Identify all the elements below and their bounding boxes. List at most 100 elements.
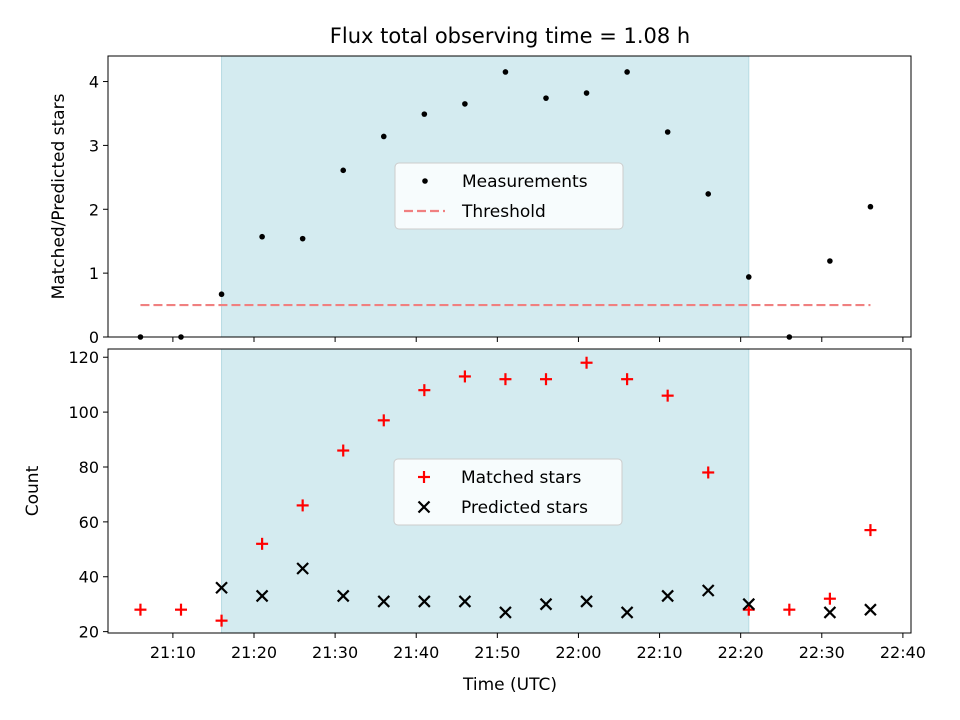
data-point [502, 69, 509, 75]
x-axis-label: Time (UTC) [462, 675, 557, 695]
axes-frame [107, 55, 912, 338]
data-point [134, 603, 147, 616]
data-point [421, 111, 428, 117]
data-point-b [418, 595, 431, 608]
legend-label: Measurements [462, 172, 588, 192]
data-point-shape [259, 233, 265, 240]
data-point [823, 606, 837, 619]
data-point [377, 414, 390, 427]
x-tick-label: 21:30 [312, 643, 358, 662]
legend-box [394, 162, 624, 230]
data-point [621, 373, 634, 386]
data-point [705, 191, 712, 197]
y-tick-label: 80 [79, 458, 99, 477]
data-point [337, 444, 350, 457]
data-point [175, 603, 187, 616]
legend-swatch-shape [422, 178, 428, 184]
data-point [867, 203, 874, 210]
data-point-shape [218, 291, 225, 298]
data-point-shape [462, 101, 468, 107]
data-point-b [296, 562, 309, 575]
y-tick-label: 0 [89, 328, 99, 347]
data-point [661, 589, 674, 603]
data-point [380, 133, 387, 140]
data-point [539, 597, 553, 611]
data-point-shape [705, 191, 712, 197]
data-point-b [620, 606, 634, 619]
data-point [580, 356, 593, 369]
y-axis-label: Matched/Predicted stars [49, 93, 69, 299]
legend: Measurements Threshold [394, 162, 624, 230]
data-point [580, 595, 593, 608]
data-point [418, 384, 431, 397]
series-matched-stars [134, 356, 877, 627]
x-tick-label: 22:10 [637, 643, 683, 662]
data-point-b [580, 595, 593, 608]
panel-1: 0 1 2 3 4 Matched/Predicted stars Measurements… [49, 55, 912, 347]
data-point-b [499, 606, 512, 619]
x-tick-label: 22:20 [718, 643, 764, 662]
data-point [336, 589, 350, 603]
y-tick-label: 2 [89, 200, 99, 219]
panel-2: 20 40 60 80 100 120 21:10 21:20 21:30 21:40 21:50 2… [23, 348, 926, 662]
data-point [299, 235, 306, 242]
legend-label: Threshold [461, 202, 546, 222]
data-point-shape [340, 167, 347, 174]
data-point [377, 595, 391, 608]
data-point [499, 373, 512, 386]
data-point [418, 595, 431, 608]
y-tick-label: 60 [79, 513, 99, 532]
data-point [742, 597, 756, 611]
data-point-b [215, 581, 228, 595]
data-point [864, 603, 877, 616]
chart-title: Flux total observing time = 1.08 h [330, 24, 690, 48]
data-point [661, 389, 674, 402]
data-point-shape [583, 90, 590, 96]
data-point-b [864, 603, 877, 616]
data-point [543, 95, 549, 101]
x-tick-label: 21:50 [474, 643, 520, 662]
x-tick-label: 21:40 [393, 643, 439, 662]
data-point-shape [624, 69, 630, 75]
legend-label: Predicted stars [461, 498, 588, 518]
legend-swatch-b [417, 500, 431, 514]
data-point [783, 603, 796, 616]
data-point [664, 129, 671, 135]
y-tick-label: 20 [79, 623, 99, 642]
axes-frame [107, 348, 912, 634]
panels: 0 1 2 3 4 Matched/Predicted stars Measurements… [23, 55, 926, 662]
y-tick-label: 3 [89, 136, 99, 155]
legend-box [393, 458, 623, 526]
legend-swatch [417, 500, 431, 514]
data-point [540, 373, 552, 386]
data-point [256, 537, 269, 550]
legend: Matched stars Predicted stars [393, 458, 623, 526]
data-point-shape [827, 258, 833, 264]
x-tick-label: 21:20 [231, 643, 277, 662]
data-point-shape [745, 274, 752, 280]
data-point [499, 606, 512, 619]
data-point [864, 524, 877, 537]
data-point [583, 90, 590, 96]
data-point [620, 606, 634, 619]
x-tick-label: 21:10 [150, 643, 196, 662]
data-point [215, 614, 228, 627]
series-predicted-stars [215, 562, 877, 619]
data-point [701, 584, 715, 597]
y-tick-label: 100 [68, 403, 99, 422]
data-point-shape [299, 235, 306, 242]
data-point [259, 233, 265, 240]
data-point [702, 466, 715, 479]
data-point [296, 499, 309, 512]
data-point-b [377, 595, 391, 608]
y-tick-label: 40 [79, 568, 99, 587]
data-point-b [255, 589, 269, 603]
x-tick-label: 22:30 [799, 643, 845, 662]
legend-label: Matched stars [461, 468, 581, 488]
data-point [458, 595, 472, 608]
y-axis-label: Count [23, 465, 43, 516]
data-point [296, 562, 309, 575]
data-point-b [458, 595, 472, 608]
data-point-shape [380, 133, 387, 140]
data-point [745, 274, 752, 280]
